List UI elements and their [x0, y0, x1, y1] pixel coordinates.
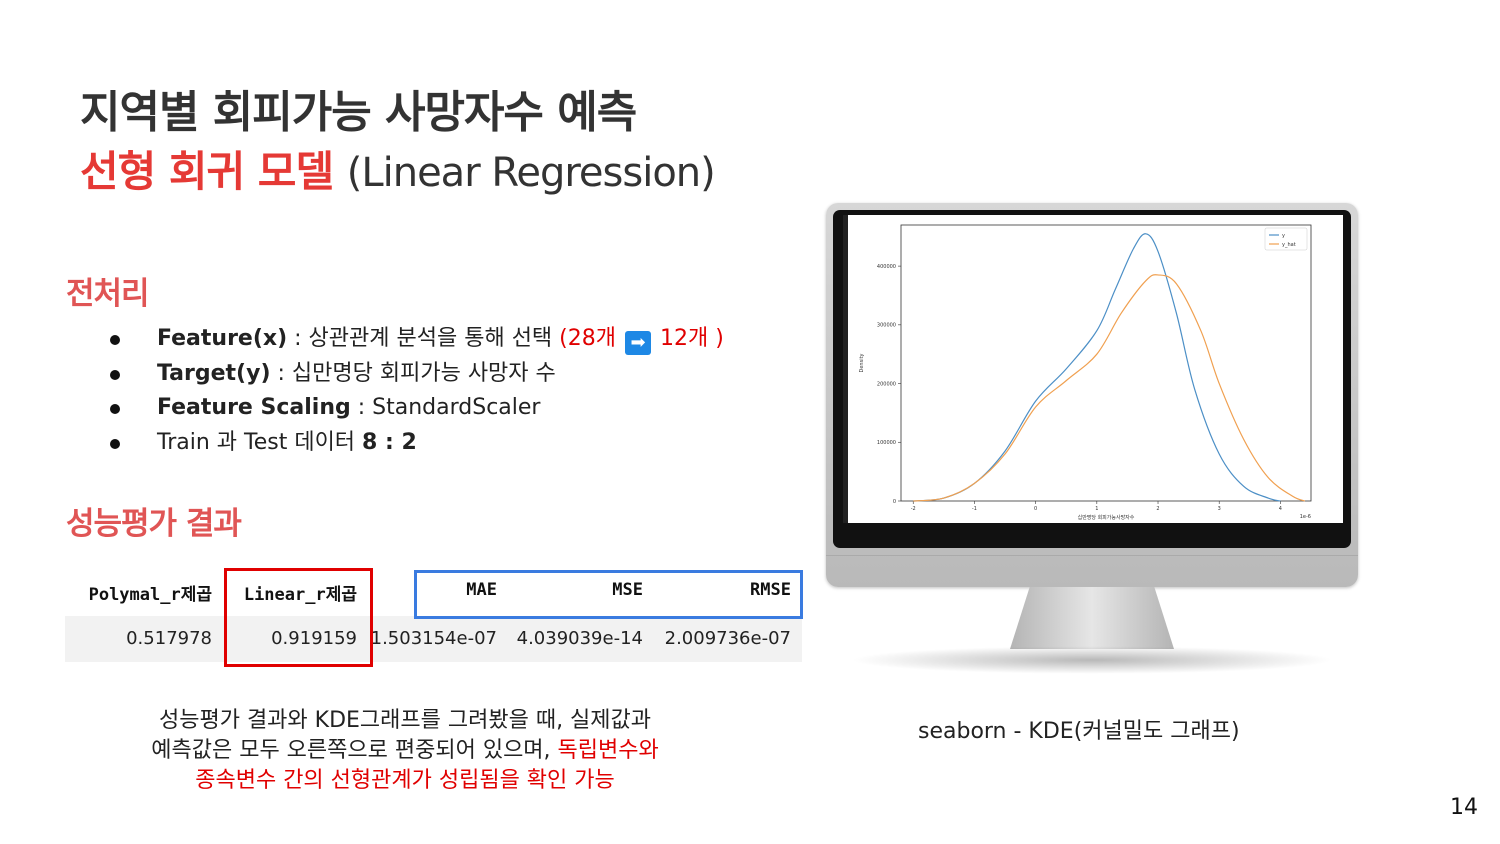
- cell-polymal: 0.517978: [126, 628, 212, 649]
- monitor-screen: 0 100000 200000 300000 400000 -2 -1 0 1 2 3 4 Dens…: [843, 215, 1343, 523]
- col-header-mse: MSE: [612, 580, 643, 600]
- x-tick-label: 1: [1095, 506, 1098, 512]
- bullet-label: Feature Scaling: [157, 395, 351, 420]
- cell-mae: 1.503154e-07: [370, 628, 497, 649]
- col-header-linear: Linear_r제곱: [243, 585, 357, 605]
- x-axis-label: 십만명당 회피가능사망자수: [1078, 514, 1135, 521]
- table-header: Polymal_r제곱 Linear_r제곱 MAE MSE RMSE: [65, 566, 802, 616]
- cell-mse: 4.039039e-14: [516, 628, 643, 649]
- x-axis-multiplier: 1e-6: [1300, 514, 1311, 520]
- x-tick-label: 0: [1034, 506, 1037, 512]
- kde-chart: 0 100000 200000 300000 400000 -2 -1 0 1 2 3 4 Dens…: [843, 215, 1312, 523]
- y-tick-label: 0: [893, 499, 896, 505]
- bullet-text: : StandardScaler: [350, 395, 541, 420]
- summary-line2-text: 예측값은 모두 오른쪽으로 편중되어 있으며,: [151, 738, 558, 763]
- right-arrow-icon: ➡: [624, 331, 651, 355]
- x-tick-label: -1: [972, 506, 977, 512]
- linear-highlight-box: [224, 568, 373, 667]
- col-header-rmse: RMSE: [750, 580, 791, 600]
- y-axis-label: Density: [859, 353, 865, 372]
- y-tick-label: 200000: [877, 381, 896, 387]
- bullet-text: : 상관관계 분석을 통해 선택: [287, 326, 560, 351]
- bullet-target: Target(y) : 십만명당 회피가능 사망자 수: [110, 357, 724, 392]
- series-lines: [913, 233, 1306, 502]
- monitor-chin: [826, 555, 1358, 556]
- summary-line1: 성능평가 결과와 KDE그래프를 그려봤을 때, 실제값과: [158, 708, 652, 733]
- x-tick-label: 4: [1279, 506, 1282, 512]
- x-tick-label: -2: [911, 506, 916, 512]
- slide-title-line2: 선형 회귀 모델 (Linear Regression): [80, 138, 716, 199]
- title-english: (Linear Regression): [346, 150, 716, 196]
- split-ratio: 8 : 2: [362, 429, 417, 455]
- legend-label: y_hat: [1282, 242, 1296, 248]
- bullet-text: Train 과 Test 데이터: [157, 429, 363, 455]
- title-korean: 선형 회귀 모델: [80, 147, 334, 196]
- monitor-bezel: 0 100000 200000 300000 400000 -2 -1 0 1 2 3 4 Dens…: [833, 210, 1351, 548]
- legend-label: y: [1282, 233, 1285, 239]
- preprocessing-heading: 전처리: [66, 276, 150, 312]
- x-tick-label: 3: [1218, 506, 1221, 512]
- x-axis: -2 -1 0 1 2 3 4: [911, 501, 1282, 512]
- monitor-stand: [1010, 587, 1174, 649]
- bullet-text: : 십만명당 회피가능 사망자 수: [270, 360, 556, 386]
- y-axis: 0 100000 200000 300000 400000: [877, 264, 901, 505]
- cell-rmse: 2.009736e-07: [664, 628, 791, 649]
- plot-area: [900, 224, 1312, 502]
- summary-line2: 예측값은 모두 오른쪽으로 편중되어 있으며, 독립변수와: [90, 736, 720, 766]
- feature-count-after: 12개 ): [652, 326, 724, 351]
- slide-title-line1: 지역별 회피가능 사망자수 예측: [80, 87, 637, 138]
- table-row: 0.517978 0.919159 1.503154e-07 4.039039e…: [65, 616, 802, 662]
- y-tick-label: 400000: [877, 264, 896, 270]
- summary-line3: 종속변수 간의 선형관계가 성립됨을 확인 가능: [195, 768, 615, 793]
- screen-left-edge: [843, 215, 848, 523]
- chart-caption: seaborn - KDE(커널밀도 그래프): [918, 719, 1240, 744]
- feature-count-before: (28개: [559, 326, 623, 351]
- bullet-scaling: Feature Scaling : StandardScaler: [110, 391, 724, 426]
- y-tick-label: 100000: [877, 440, 896, 446]
- evaluation-heading: 성능평가 결과: [66, 506, 242, 542]
- col-header-polymal: Polymal_r제곱: [88, 585, 212, 605]
- col-header-mae: MAE: [466, 580, 497, 600]
- page-number: 14: [1450, 795, 1478, 820]
- preprocessing-list: Feature(x) : 상관관계 분석을 통해 선택 (28개 ➡ 12개 )…: [110, 322, 724, 460]
- summary-text: 성능평가 결과와 KDE그래프를 그려봤을 때, 실제값과 예측값은 모두 오른…: [90, 706, 720, 796]
- series-line-y: [913, 233, 1281, 502]
- bullet-split: Train 과 Test 데이터 8 : 2: [110, 426, 724, 461]
- y-tick-label: 300000: [877, 323, 896, 329]
- bullet-label: Feature(x): [157, 326, 288, 351]
- bullet-label: Target(y): [157, 360, 271, 386]
- summary-line2-highlight: 독립변수와: [557, 738, 659, 763]
- bullet-feature: Feature(x) : 상관관계 분석을 통해 선택 (28개 ➡ 12개 ): [110, 322, 724, 357]
- series-line-y-hat: [913, 274, 1306, 502]
- chart-legend: y y_hat: [1264, 227, 1308, 251]
- monitor-frame: 0 100000 200000 300000 400000 -2 -1 0 1 2 3 4 Dens…: [826, 203, 1358, 587]
- x-tick-label: 2: [1156, 506, 1159, 512]
- cell-linear: 0.919159: [271, 628, 357, 649]
- error-metrics-highlight-box: [414, 570, 803, 619]
- monitor-base-shadow: [850, 646, 1334, 674]
